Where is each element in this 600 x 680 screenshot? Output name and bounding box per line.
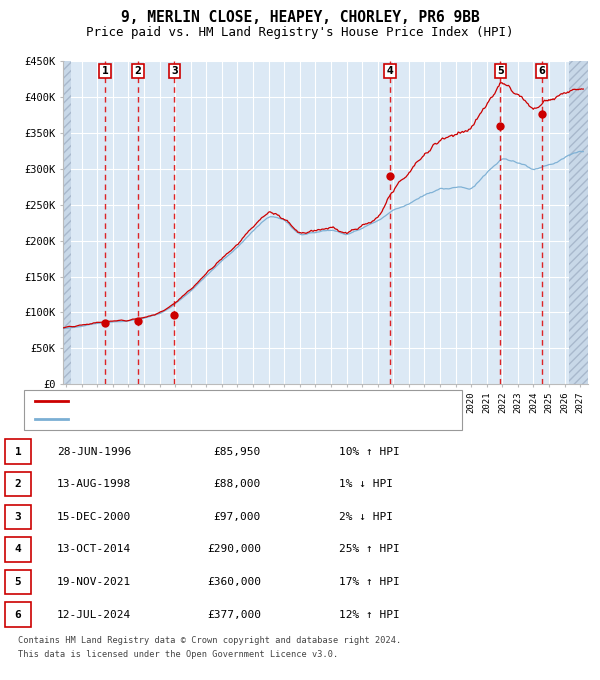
Text: 15-DEC-2000: 15-DEC-2000: [57, 512, 131, 522]
Text: £88,000: £88,000: [214, 479, 261, 489]
Text: 9, MERLIN CLOSE, HEAPEY, CHORLEY, PR6 9BB (detached house): 9, MERLIN CLOSE, HEAPEY, CHORLEY, PR6 9B…: [73, 396, 413, 406]
Text: 12-JUL-2024: 12-JUL-2024: [57, 610, 131, 619]
Text: 5: 5: [14, 577, 22, 587]
Text: 2: 2: [14, 479, 22, 489]
Text: 6: 6: [538, 66, 545, 76]
Text: 28-JUN-1996: 28-JUN-1996: [57, 447, 131, 456]
Text: 6: 6: [14, 610, 22, 619]
Text: 25% ↑ HPI: 25% ↑ HPI: [339, 545, 400, 554]
Text: 10% ↑ HPI: 10% ↑ HPI: [339, 447, 400, 456]
Text: 3: 3: [14, 512, 22, 522]
Text: 3: 3: [171, 66, 178, 76]
Text: 12% ↑ HPI: 12% ↑ HPI: [339, 610, 400, 619]
Text: 2: 2: [134, 66, 142, 76]
Text: Contains HM Land Registry data © Crown copyright and database right 2024.: Contains HM Land Registry data © Crown c…: [18, 636, 401, 645]
Text: 19-NOV-2021: 19-NOV-2021: [57, 577, 131, 587]
Text: 13-OCT-2014: 13-OCT-2014: [57, 545, 131, 554]
Text: 13-AUG-1998: 13-AUG-1998: [57, 479, 131, 489]
Text: £97,000: £97,000: [214, 512, 261, 522]
Text: £377,000: £377,000: [207, 610, 261, 619]
Text: 4: 4: [14, 545, 22, 554]
Text: 4: 4: [386, 66, 393, 76]
Text: 1% ↓ HPI: 1% ↓ HPI: [339, 479, 393, 489]
Text: Price paid vs. HM Land Registry's House Price Index (HPI): Price paid vs. HM Land Registry's House …: [86, 26, 514, 39]
Text: 5: 5: [497, 66, 504, 76]
Text: 9, MERLIN CLOSE, HEAPEY, CHORLEY, PR6 9BB: 9, MERLIN CLOSE, HEAPEY, CHORLEY, PR6 9B…: [121, 10, 479, 25]
Text: £85,950: £85,950: [214, 447, 261, 456]
Text: 1: 1: [101, 66, 108, 76]
Text: £290,000: £290,000: [207, 545, 261, 554]
Text: HPI: Average price, detached house, Chorley: HPI: Average price, detached house, Chor…: [73, 414, 325, 424]
Text: 1: 1: [14, 447, 22, 456]
Text: 2% ↓ HPI: 2% ↓ HPI: [339, 512, 393, 522]
Text: This data is licensed under the Open Government Licence v3.0.: This data is licensed under the Open Gov…: [18, 650, 338, 659]
Text: £360,000: £360,000: [207, 577, 261, 587]
Text: 17% ↑ HPI: 17% ↑ HPI: [339, 577, 400, 587]
